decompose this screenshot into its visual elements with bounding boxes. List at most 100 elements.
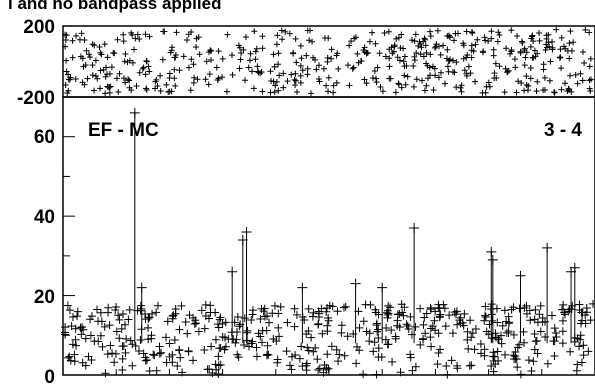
phase-point bbox=[523, 73, 530, 80]
amplitude-point bbox=[100, 322, 109, 331]
amplitude-point bbox=[513, 363, 522, 372]
amplitude-point bbox=[175, 345, 184, 354]
amplitude-point bbox=[93, 305, 102, 314]
phase-point bbox=[463, 54, 470, 61]
phase-point bbox=[385, 28, 392, 35]
amplitude-point bbox=[119, 309, 128, 318]
amplitude-point bbox=[359, 370, 368, 379]
phase-point bbox=[404, 73, 411, 80]
phase-point bbox=[129, 31, 136, 38]
phase-point bbox=[427, 72, 434, 79]
phase-point bbox=[387, 75, 394, 82]
amplitude-point bbox=[498, 321, 507, 330]
amplitude-point bbox=[573, 360, 582, 369]
amplitude-point bbox=[201, 300, 210, 309]
amplitude-point bbox=[396, 368, 405, 377]
phase-point bbox=[412, 31, 419, 38]
phase-point bbox=[172, 51, 179, 58]
phase-point bbox=[373, 79, 380, 86]
phase-point bbox=[458, 88, 465, 95]
amplitude-point bbox=[374, 325, 383, 334]
phase-point bbox=[77, 53, 84, 60]
phase-point bbox=[259, 88, 266, 95]
phase-point bbox=[515, 78, 522, 85]
amplitude-point bbox=[272, 337, 281, 346]
amplitude-point bbox=[86, 331, 95, 340]
phase-point bbox=[413, 76, 420, 83]
amplitude-point bbox=[314, 365, 323, 374]
amplitude-point bbox=[406, 353, 415, 362]
phase-point bbox=[427, 28, 434, 35]
phase-point bbox=[98, 51, 105, 58]
phase-point bbox=[100, 66, 107, 73]
amplitude-point bbox=[81, 334, 90, 343]
phase-point bbox=[567, 72, 574, 79]
amplitude-point bbox=[128, 361, 137, 370]
amplitude-point bbox=[106, 341, 115, 350]
amplitude-point bbox=[73, 307, 82, 316]
phase-point bbox=[513, 89, 520, 96]
amplitude-point bbox=[125, 305, 134, 314]
phase-point bbox=[121, 58, 128, 65]
phase-point bbox=[275, 50, 282, 57]
amplitude-point bbox=[533, 318, 542, 327]
amplitude-point bbox=[173, 362, 182, 371]
phase-point bbox=[129, 59, 136, 66]
amplitude-outlier-point bbox=[486, 246, 497, 257]
phase-point bbox=[560, 43, 567, 50]
phase-point bbox=[536, 37, 543, 44]
amplitude-point bbox=[558, 316, 567, 325]
amplitude-point bbox=[426, 333, 435, 342]
phase-point bbox=[444, 63, 451, 70]
phase-point bbox=[297, 72, 304, 79]
amplitude-point bbox=[550, 337, 559, 346]
amplitude-outlier-point bbox=[129, 107, 140, 118]
amplitude-point bbox=[240, 340, 249, 349]
phase-point bbox=[298, 55, 305, 62]
phase-point bbox=[379, 88, 386, 95]
amplitude-point bbox=[502, 328, 511, 337]
phase-point bbox=[546, 77, 553, 84]
phase-point bbox=[63, 68, 70, 75]
amplitude-point bbox=[315, 364, 324, 373]
amplitude-point bbox=[295, 354, 304, 363]
amplitude-point bbox=[332, 345, 341, 354]
amplitude-point bbox=[273, 355, 282, 364]
amplitude-point bbox=[382, 323, 391, 332]
amplitude-point bbox=[68, 340, 77, 349]
amplitude-point bbox=[493, 318, 502, 327]
phase-point bbox=[527, 43, 534, 50]
phase-point bbox=[126, 77, 133, 84]
phase-point bbox=[108, 64, 115, 71]
phase-point bbox=[62, 37, 69, 44]
phase-point bbox=[423, 82, 430, 89]
phase-point bbox=[270, 51, 277, 58]
phase-point bbox=[273, 78, 280, 85]
amplitude-point bbox=[240, 314, 249, 323]
amplitude-point bbox=[103, 350, 112, 359]
amplitude-point bbox=[428, 322, 437, 331]
phase-point bbox=[582, 26, 589, 33]
amplitude-point bbox=[302, 361, 311, 370]
amplitude-point bbox=[516, 370, 525, 379]
amplitude-point bbox=[481, 313, 490, 322]
phase-point bbox=[187, 87, 194, 94]
phase-point bbox=[78, 30, 85, 37]
amplitude-point bbox=[318, 329, 327, 338]
amplitude-point bbox=[235, 322, 244, 331]
phase-point bbox=[511, 56, 518, 63]
amplitude-point bbox=[122, 334, 131, 343]
amplitude-point bbox=[70, 350, 79, 359]
amplitude-point bbox=[290, 304, 299, 313]
amplitude-outlier-point bbox=[377, 282, 388, 293]
amplitude-point bbox=[577, 358, 586, 367]
phase-point bbox=[208, 48, 215, 55]
amplitude-point bbox=[520, 338, 529, 347]
amplitude-point bbox=[61, 330, 70, 339]
amplitude-ticks bbox=[63, 96, 543, 376]
phase-ytick-bottom: -200 bbox=[17, 88, 55, 109]
phase-point bbox=[120, 31, 127, 38]
phase-point bbox=[514, 33, 521, 40]
phase-point bbox=[106, 89, 113, 96]
phase-point bbox=[280, 70, 287, 77]
